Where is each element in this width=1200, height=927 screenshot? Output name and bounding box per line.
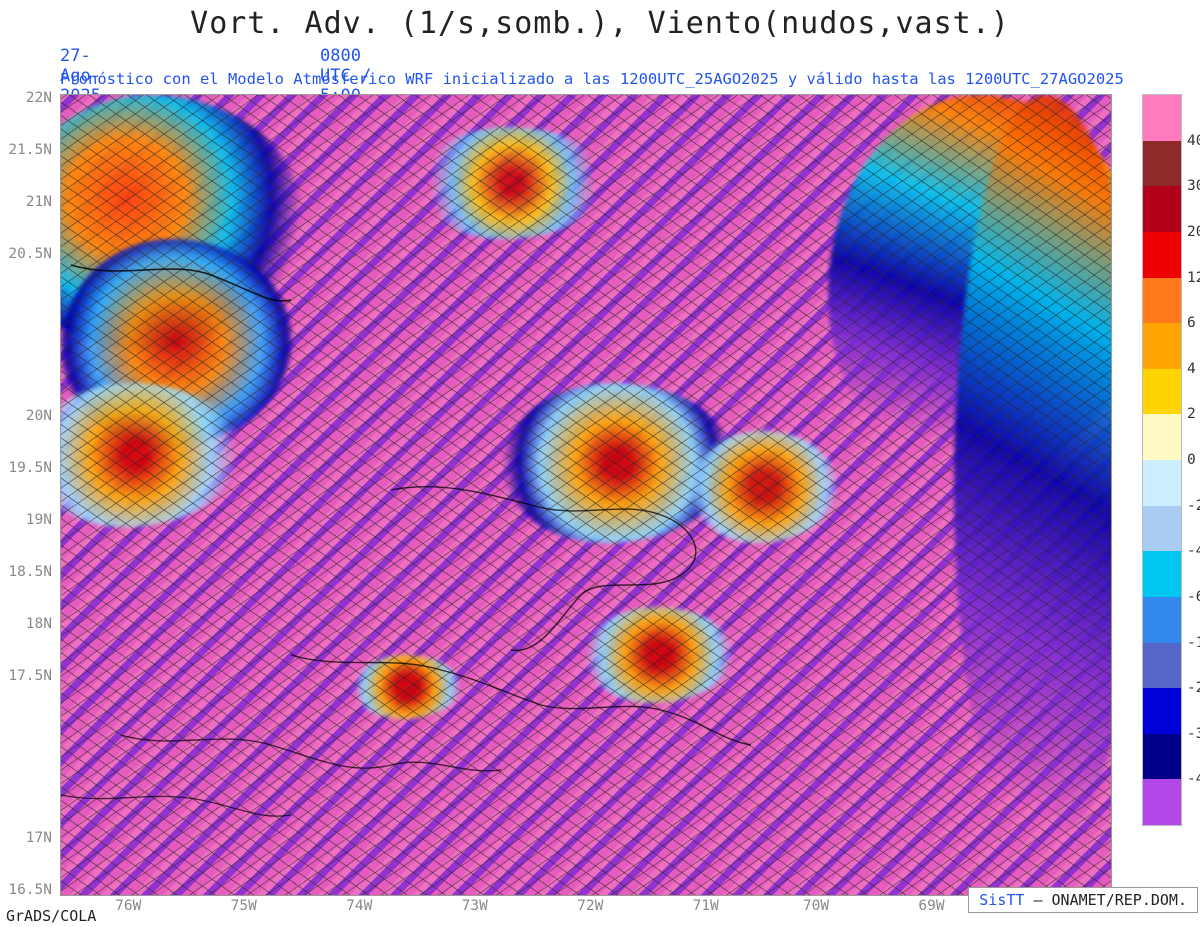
forecast-description: Pronóstico con el Modelo Atmósferico WRF… <box>60 70 1124 88</box>
x-axis-tick-75W: 75W <box>231 898 257 914</box>
colorbar-segment-3 <box>1143 232 1181 278</box>
colorbar-label-12: 12 <box>1187 270 1200 286</box>
colorbar-segment-6 <box>1143 369 1181 415</box>
colorbar-label-30: 30 <box>1187 178 1200 194</box>
colorbar-segment-14 <box>1143 734 1181 780</box>
contour-map[interactable] <box>60 94 1112 896</box>
colorbar-label-4: 4 <box>1187 361 1196 377</box>
y-axis-tick-19N: 19N <box>26 512 52 528</box>
colorbar-label--40: -40 <box>1187 771 1200 787</box>
y-axis-tick-21N: 21N <box>26 194 52 210</box>
y-axis-tick-22N: 22N <box>26 90 52 106</box>
data-source-legend: SisTT – ONAMET/REP.DOM. <box>968 887 1198 913</box>
colorbar-label--2: -2 <box>1187 498 1200 514</box>
colorbar-segment-0 <box>1143 95 1181 141</box>
colorbar-label--6: -6 <box>1187 589 1200 605</box>
colorbar-label-20: 20 <box>1187 224 1200 240</box>
colorbar-segment-2 <box>1143 186 1181 232</box>
colorbar-legend[interactable]: 403020126420-2-4-6-12-20-30-40 <box>1142 94 1182 826</box>
colorbar-label--20: -20 <box>1187 680 1200 696</box>
y-axis-tick-18N: 18N <box>26 616 52 632</box>
y-axis-tick-18.5N: 18.5N <box>8 564 52 580</box>
x-axis-labels: 76W75W74W73W72W71W70W69W68W <box>60 898 1110 920</box>
x-axis-tick-73W: 73W <box>462 898 488 914</box>
colorbar-segment-11 <box>1143 597 1181 643</box>
x-axis-tick-70W: 70W <box>803 898 829 914</box>
colorbar-segment-12 <box>1143 643 1181 689</box>
y-axis-tick-20N: 20N <box>26 408 52 424</box>
colorbar-segment-13 <box>1143 688 1181 734</box>
y-axis-tick-17.5N: 17.5N <box>8 668 52 684</box>
x-axis-tick-71W: 71W <box>693 898 719 914</box>
colorbar-segment-1 <box>1143 141 1181 187</box>
colorbar-label-40: 40 <box>1187 133 1200 149</box>
colorbar-label--4: -4 <box>1187 543 1200 559</box>
colorbar-label--12: -12 <box>1187 635 1200 651</box>
colorbar-segment-9 <box>1143 506 1181 552</box>
y-axis-tick-19.5N: 19.5N <box>8 460 52 476</box>
y-axis-tick-16.5N: 16.5N <box>8 882 52 898</box>
y-axis-tick-17N: 17N <box>26 830 52 846</box>
x-axis-tick-76W: 76W <box>115 898 141 914</box>
grads-cola-label: GrADS/COLA <box>6 907 96 925</box>
colorbar-segment-15 <box>1143 779 1181 825</box>
y-axis-labels: 22N 21.5N 21N 20.5N 20N 19.5N 19N 18.5N 18N 17.5N… <box>0 94 56 894</box>
x-axis-tick-74W: 74W <box>346 898 372 914</box>
main-title: Vort. Adv. (1/s,somb.), Viento(nudos,vas… <box>0 6 1200 41</box>
colorbar-segment-5 <box>1143 323 1181 369</box>
colorbar-label-6: 6 <box>1187 315 1196 331</box>
colorbar-label-0: 0 <box>1187 452 1196 468</box>
x-axis-tick-69W: 69W <box>918 898 944 914</box>
colorbar-label-2: 2 <box>1187 406 1196 422</box>
colorbar-segment-4 <box>1143 278 1181 324</box>
y-axis-tick-21.5N: 21.5N <box>8 142 52 158</box>
colorbar-segment-8 <box>1143 460 1181 506</box>
y-axis-tick-20.5N: 20.5N <box>8 246 52 262</box>
colorbar-segment-10 <box>1143 551 1181 597</box>
colorbar-label--30: -30 <box>1187 726 1200 742</box>
x-axis-tick-72W: 72W <box>577 898 603 914</box>
colorbar-segment-7 <box>1143 414 1181 460</box>
